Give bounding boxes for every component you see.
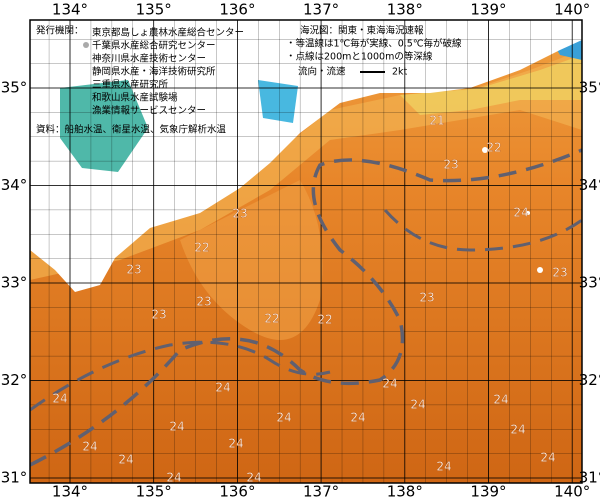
lon-label: 137° (303, 483, 339, 501)
contour-label: 24 (228, 437, 243, 451)
contour-label: 24 (410, 398, 425, 412)
lon-label: 138° (387, 483, 423, 501)
contour-label: 22 (486, 141, 501, 155)
lat-label: 31° (1, 469, 28, 487)
contour-label: 24 (52, 392, 67, 406)
lat-label: 34° (579, 176, 600, 194)
sources: 資料：船舶水温、衛星水温、気象庁解析水温 (36, 124, 227, 136)
island (482, 147, 488, 153)
contour-label: 23 (419, 291, 434, 305)
island (537, 267, 543, 273)
warm-patch (180, 180, 323, 340)
lon-label: 136° (219, 483, 255, 501)
contour-label: 24 (166, 471, 181, 485)
lon-label: 138° (387, 1, 423, 19)
lon-label: 134° (52, 483, 88, 501)
contour-label: 21 (429, 114, 444, 128)
graticule (30, 20, 582, 483)
contour-label: 23 (443, 158, 458, 172)
contour-label: 24 (350, 411, 365, 425)
contour-label: 24 (493, 393, 508, 407)
publishers-heading: 発行機関： (36, 25, 84, 37)
contour-label: 24 (82, 440, 97, 454)
contour-label: 23 (196, 295, 211, 309)
lon-label: 139° (470, 1, 506, 19)
lon-label: 140° (554, 483, 590, 501)
lat-label: 35° (579, 79, 600, 97)
contour-label: 24 (276, 411, 291, 425)
contour-label: 22 (194, 241, 209, 255)
lat-label: 33° (579, 274, 600, 292)
current-axis (30, 148, 582, 467)
contour-label: 22 (264, 312, 279, 326)
note: ・等温線は1℃毎が実線、0.5℃毎が破線 (286, 38, 462, 50)
lat-label: 35° (1, 79, 28, 97)
current-branch (383, 209, 582, 252)
lat-label: 32° (579, 371, 600, 389)
island (526, 211, 530, 215)
lon-label: 137° (303, 1, 339, 19)
contour-label: 24 (246, 471, 261, 485)
map-frame (29, 19, 583, 484)
ise-bay-water (60, 80, 148, 172)
contour-label: 22 (317, 313, 332, 327)
lat-label: 31° (579, 469, 600, 487)
coastal-cool (400, 55, 582, 115)
contour-label: 23 (126, 263, 141, 277)
flow-label: 流向・流速 (298, 66, 346, 78)
contour-label: 24 (510, 423, 525, 437)
contour-label: 24 (382, 377, 397, 391)
publisher: 漁業情報サービスセンター (92, 105, 206, 117)
contour-label: 24 (118, 453, 133, 467)
contour-label: 24 (436, 460, 451, 474)
lon-label: 135° (136, 483, 172, 501)
lon-label: 140° (554, 1, 590, 19)
publisher: 和歌山県水産試験場 (92, 92, 178, 104)
map-area (30, 20, 582, 483)
lat-label: 32° (1, 371, 28, 389)
current-branch (30, 340, 331, 412)
lon-label: 136° (219, 1, 255, 19)
legend: 発行機関： 資料：船舶水温、衛星水温、気象庁解析水温 海況図：関東・東海海況速報… (36, 25, 462, 136)
lon-label: 135° (136, 1, 172, 19)
publisher: 千葉県水産総合研究センター (92, 40, 216, 52)
contour-label: 23 (232, 207, 247, 221)
publisher: 東京都島しょ農林水産総合センター (92, 27, 244, 39)
publisher: 静岡県水産・海洋技術研究所 (92, 66, 216, 78)
publisher: 三重県水産研究所 (92, 79, 169, 91)
publisher: 神奈川県水産技術センター (92, 53, 206, 65)
contour-label: 23 (552, 266, 567, 280)
flow-scale: 2kt (392, 67, 408, 78)
lat-label: 33° (1, 274, 28, 292)
lon-label: 139° (470, 483, 506, 501)
note: ・点線は200mと1000mの等深線 (286, 51, 433, 63)
contour-label: 24 (169, 420, 184, 434)
map-title: 海況図：関東・東海海況速報 (300, 25, 424, 37)
contour-label: 23 (151, 308, 166, 322)
contour-label: 24 (540, 451, 555, 465)
lat-label: 34° (1, 176, 28, 194)
lon-label: 134° (52, 1, 88, 19)
contour-label: 24 (513, 206, 528, 220)
bullet (83, 42, 89, 48)
mikawa-water (258, 80, 298, 123)
contour-label: 24 (215, 381, 230, 395)
